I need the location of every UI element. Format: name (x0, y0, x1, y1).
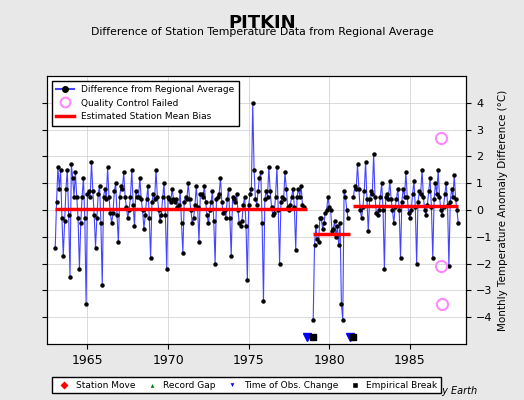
Text: Difference of Station Temperature Data from Regional Average: Difference of Station Temperature Data f… (91, 27, 433, 37)
Legend: Station Move, Record Gap, Time of Obs. Change, Empirical Break: Station Move, Record Gap, Time of Obs. C… (51, 377, 441, 394)
Text: PITKIN: PITKIN (228, 14, 296, 32)
Text: Berkeley Earth: Berkeley Earth (405, 386, 477, 396)
Legend: Difference from Regional Average, Quality Control Failed, Estimated Station Mean: Difference from Regional Average, Qualit… (52, 80, 239, 126)
Y-axis label: Monthly Temperature Anomaly Difference (°C): Monthly Temperature Anomaly Difference (… (498, 89, 508, 331)
